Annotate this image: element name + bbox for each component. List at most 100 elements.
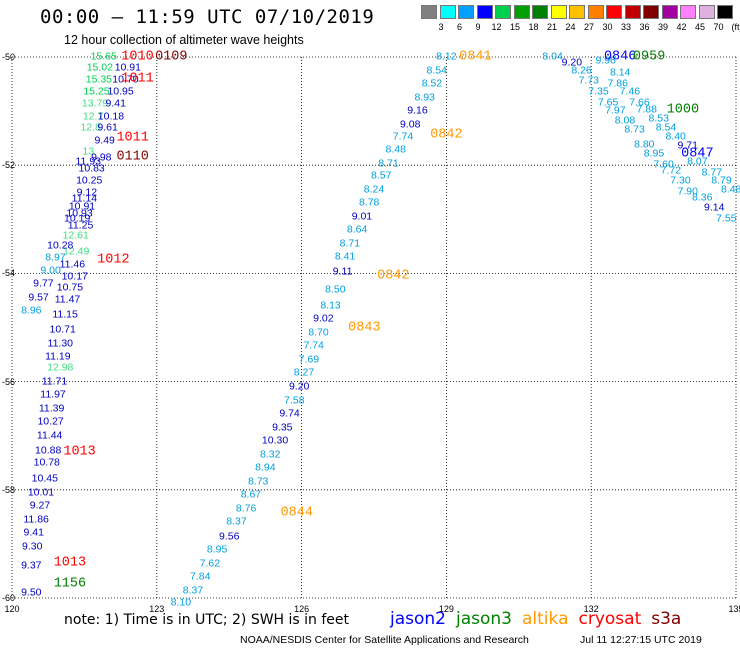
wave-height-value: 8.13 — [320, 299, 341, 312]
wave-height-value: 10.78 — [33, 456, 60, 469]
pass-time-label: 0846 — [603, 49, 637, 65]
legend-s3a: s3a — [651, 609, 682, 629]
wave-height-value: 8.10 — [170, 596, 192, 609]
wave-height-value: 10.19 — [64, 212, 91, 225]
legend-jason3: jason3 — [456, 609, 512, 629]
wave-height-value: 7.62 — [199, 557, 221, 570]
scale-label: 36 — [639, 22, 650, 32]
wave-height-value: 12.49 — [63, 245, 90, 258]
x-tick-label: 135 — [728, 604, 740, 614]
scale-label: 15 — [509, 22, 520, 32]
wave-height-value: 9.50 — [21, 586, 42, 599]
wave-height-value: 10.25 — [76, 174, 103, 187]
y-tick-label: -52 — [2, 160, 16, 171]
wave-height-value: 8.93 — [414, 91, 435, 104]
wave-height-value: 11.46 — [59, 258, 86, 271]
wave-height-value: 7.35 — [588, 85, 609, 98]
footer-org: NOAA/NESDIS Center for Satellite Applica… — [240, 634, 529, 646]
wave-height-value: 11.47 — [54, 293, 81, 306]
wave-height-value: 10.71 — [49, 323, 76, 336]
scale-label: 18 — [528, 22, 539, 32]
wave-height-value: 8.95 — [206, 543, 228, 556]
scale-swatch — [532, 5, 548, 19]
y-tick-label: -60 — [2, 593, 16, 603]
scale-label: 3 — [438, 22, 444, 32]
wave-height-value: 8.26 — [571, 64, 592, 77]
wave-height-value: 10.70 — [112, 73, 139, 86]
wave-height-value: 8.37 — [226, 515, 247, 528]
wave-height-value: 10.18 — [97, 110, 125, 122]
wave-height-value: 11.14 — [71, 192, 98, 205]
wave-height-value: 11.15 — [52, 308, 78, 321]
scale-swatch — [421, 5, 437, 19]
scale-swatch — [624, 5, 641, 19]
wave-height-value: 10.45 — [31, 472, 58, 485]
wave-height-value: 9.20 — [288, 380, 310, 393]
scale-swatch — [476, 5, 493, 19]
scale-swatch — [587, 5, 604, 19]
pass-time-label: 1011 — [116, 130, 149, 146]
wave-height-value: 15.25 — [83, 85, 110, 98]
wave-height-value: 7.73 — [578, 74, 599, 87]
wave-height-value: 9.00 — [40, 264, 61, 277]
wave-height-value: 11.39 — [38, 402, 65, 415]
scale-label: 45 — [694, 22, 705, 32]
scale-label: (ft) — [731, 22, 740, 32]
wave-height-value: 7.97 — [605, 104, 626, 117]
scale-label: 27 — [583, 22, 594, 32]
wave-height-value: 13 — [82, 145, 95, 158]
wave-height-value: 9.35 — [272, 421, 293, 434]
wave-height-value: 8.78 — [358, 196, 380, 209]
scale-swatch — [513, 5, 530, 19]
wave-height-value: 10.88 — [35, 444, 62, 457]
pass-time-label: 0841 — [459, 49, 492, 65]
wave-height-value: 9.20 — [561, 56, 583, 69]
wave-height-value: 11.25 — [67, 219, 94, 232]
wave-height-value: 8.24 — [363, 183, 385, 196]
pass-time-label: 0847 — [681, 146, 714, 162]
pass-time-label: 0842 — [430, 127, 463, 143]
scale-swatch — [717, 5, 733, 19]
legend-altika: altika — [522, 609, 569, 629]
x-tick-label: 129 — [438, 604, 454, 614]
wave-height-value: 9.77 — [33, 277, 54, 290]
pass-time-label: 1013 — [53, 555, 87, 571]
wave-height-value: 11.86 — [23, 513, 49, 526]
wave-height-value: 9.11 — [332, 265, 353, 278]
pass-time-label: 1156 — [53, 576, 87, 592]
wave-height-value: 12.61 — [62, 229, 89, 242]
wave-height-value: 9.14 — [704, 201, 725, 214]
wave-height-value: 8.48 — [720, 183, 740, 196]
y-tick-label: -56 — [2, 376, 16, 387]
wave-height-value: 7.30 — [670, 174, 691, 187]
scale-swatch — [698, 5, 715, 19]
wave-height-value: 9.56 — [218, 530, 240, 543]
wave-height-value: 7.86 — [607, 77, 628, 90]
wave-height-value: 15.02 — [86, 61, 113, 74]
scale-swatch — [495, 5, 511, 19]
wave-height-value: 7.55 — [716, 212, 737, 225]
y-tick-label: -50 — [2, 52, 16, 62]
scale-label: 33 — [620, 22, 631, 32]
wave-height-value: 8.08 — [614, 114, 636, 127]
wave-height-value: 7.72 — [660, 164, 682, 177]
wave-height-value: 10.91 — [114, 61, 141, 74]
pass-time-label: 0959 — [632, 49, 666, 65]
wave-height-value: 8.70 — [308, 326, 329, 339]
x-tick-label: 132 — [583, 604, 599, 614]
wave-height-value: 8.80 — [634, 138, 655, 151]
wave-height-value: 8.76 — [235, 502, 257, 515]
wave-height-value: 9.41 — [105, 97, 126, 110]
wave-height-value: 8.73 — [247, 475, 269, 488]
wave-height-value: 8.50 — [325, 283, 346, 296]
scale-swatch — [680, 5, 696, 19]
wave-height-value: 7.69 — [298, 353, 320, 366]
wave-height-value: 8.67 — [240, 488, 262, 501]
page-title: 00:00 – 11:59 UTC 07/10/2019 — [40, 6, 375, 28]
pass-time-label: 0843 — [348, 320, 381, 335]
wave-height-value: 8.07 — [687, 155, 708, 168]
wave-height-value: 8.94 — [255, 461, 276, 474]
pass-time-label: 1011 — [121, 71, 154, 87]
scale-swatch — [439, 5, 456, 19]
